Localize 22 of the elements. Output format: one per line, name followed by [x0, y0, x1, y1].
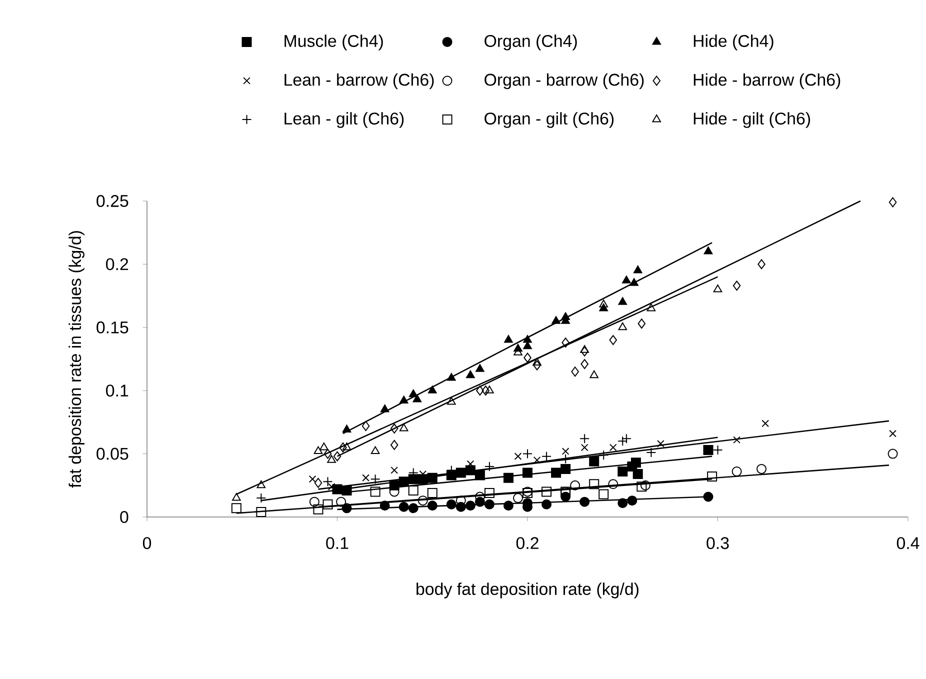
- legend-label: Organ - gilt (Ch6): [484, 112, 614, 128]
- x-tick-label: 0: [142, 537, 152, 550]
- y-tick-label: 0.05: [96, 448, 128, 460]
- legend-label: Organ (Ch4): [484, 34, 577, 50]
- y-tick-label: 0: [120, 511, 128, 523]
- x-tick-label: 0.1: [326, 537, 348, 550]
- x-tick-label: 0.3: [706, 537, 729, 550]
- legend-label: Hide - barrow (Ch6): [694, 73, 840, 90]
- y-axis-title: fat deposition rate in tissues (kg/d): [68, 231, 84, 488]
- legend-label: Organ - barrow (Ch6): [484, 73, 644, 90]
- x-tick-label: 0.2: [516, 537, 538, 550]
- y-tick-label: 0.15: [96, 321, 128, 334]
- legend-label: Hide - gilt (Ch6): [694, 112, 810, 128]
- legend-label: Hide (Ch4): [694, 34, 774, 50]
- y-tick-label: 0.1: [106, 384, 128, 397]
- legend-label: Lean - gilt (Ch6): [284, 112, 404, 128]
- x-axis-title: body fat deposition rate (kg/d): [416, 582, 638, 598]
- x-tick-label: 0.4: [896, 537, 920, 550]
- y-tick-label: 0.25: [96, 195, 128, 207]
- y-tick-label: 0.2: [106, 258, 128, 270]
- legend-label: Lean - barrow (Ch6): [284, 73, 434, 90]
- legend-label: Muscle (Ch4): [284, 34, 383, 50]
